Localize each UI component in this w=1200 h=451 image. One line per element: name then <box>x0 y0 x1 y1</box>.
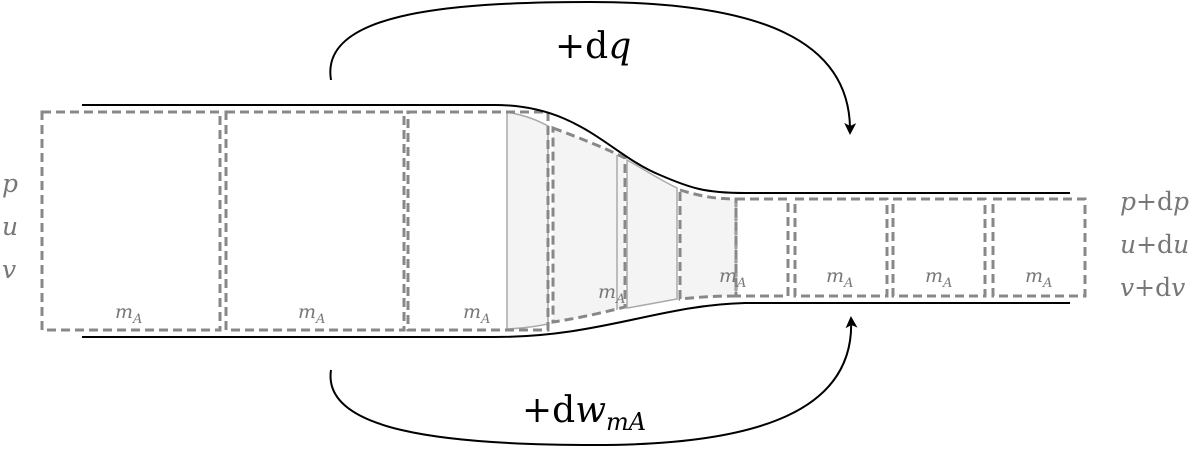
work-symbol: w <box>575 390 606 431</box>
heat-symbol: q <box>608 26 631 67</box>
shaded-parcel-4 <box>678 187 738 301</box>
mass-label-7: mA <box>925 265 952 291</box>
heat-prefix: +d <box>555 26 608 67</box>
inlet-pressure: p <box>2 169 18 198</box>
mass-label-6: mA <box>826 265 853 291</box>
inlet-volume: v <box>2 255 16 284</box>
mass-label-5: mA <box>719 265 746 291</box>
work-arrow <box>329 316 858 447</box>
top-wall <box>82 104 1070 194</box>
parcel-box-4 <box>734 197 790 298</box>
parcel-box-1 <box>40 110 222 332</box>
shaded-parcel-1 <box>506 111 549 330</box>
outlet-velocity: u+du <box>1120 230 1189 259</box>
pipe-walls <box>82 104 1070 338</box>
heat-arrow <box>329 0 857 135</box>
bottom-wall <box>82 302 1070 338</box>
heat-label: +dq <box>555 26 631 67</box>
parcel-box-2 <box>224 110 406 332</box>
work-label: +dwmA <box>522 390 646 436</box>
shaded-parcel-2 <box>551 125 627 324</box>
parcel-box-5 <box>793 197 889 298</box>
inlet-velocity: u <box>2 212 18 241</box>
parcel-box-7 <box>991 197 1087 298</box>
mass-label-2: mA <box>298 301 325 327</box>
mass-parcels <box>40 110 1087 332</box>
outlet-volume: v+dv <box>1120 273 1185 302</box>
mass-label-1: mA <box>115 301 142 327</box>
parcel-box-3 <box>406 110 550 332</box>
shaded-parcel-3 <box>626 158 678 309</box>
mass-labels: mA mA mA mA mA mA mA mA <box>115 265 1052 327</box>
outlet-state: p+dp u+du v+dv <box>1120 187 1189 302</box>
work-prefix: +d <box>522 390 575 431</box>
parcel-box-6 <box>891 197 987 298</box>
outlet-pressure: p+dp <box>1120 187 1189 216</box>
inlet-state: p u v <box>2 169 18 284</box>
mass-label-4: mA <box>598 281 625 307</box>
mass-label-8: mA <box>1025 265 1052 291</box>
work-subscript: mA <box>606 408 646 436</box>
mass-label-3: mA <box>463 301 490 327</box>
